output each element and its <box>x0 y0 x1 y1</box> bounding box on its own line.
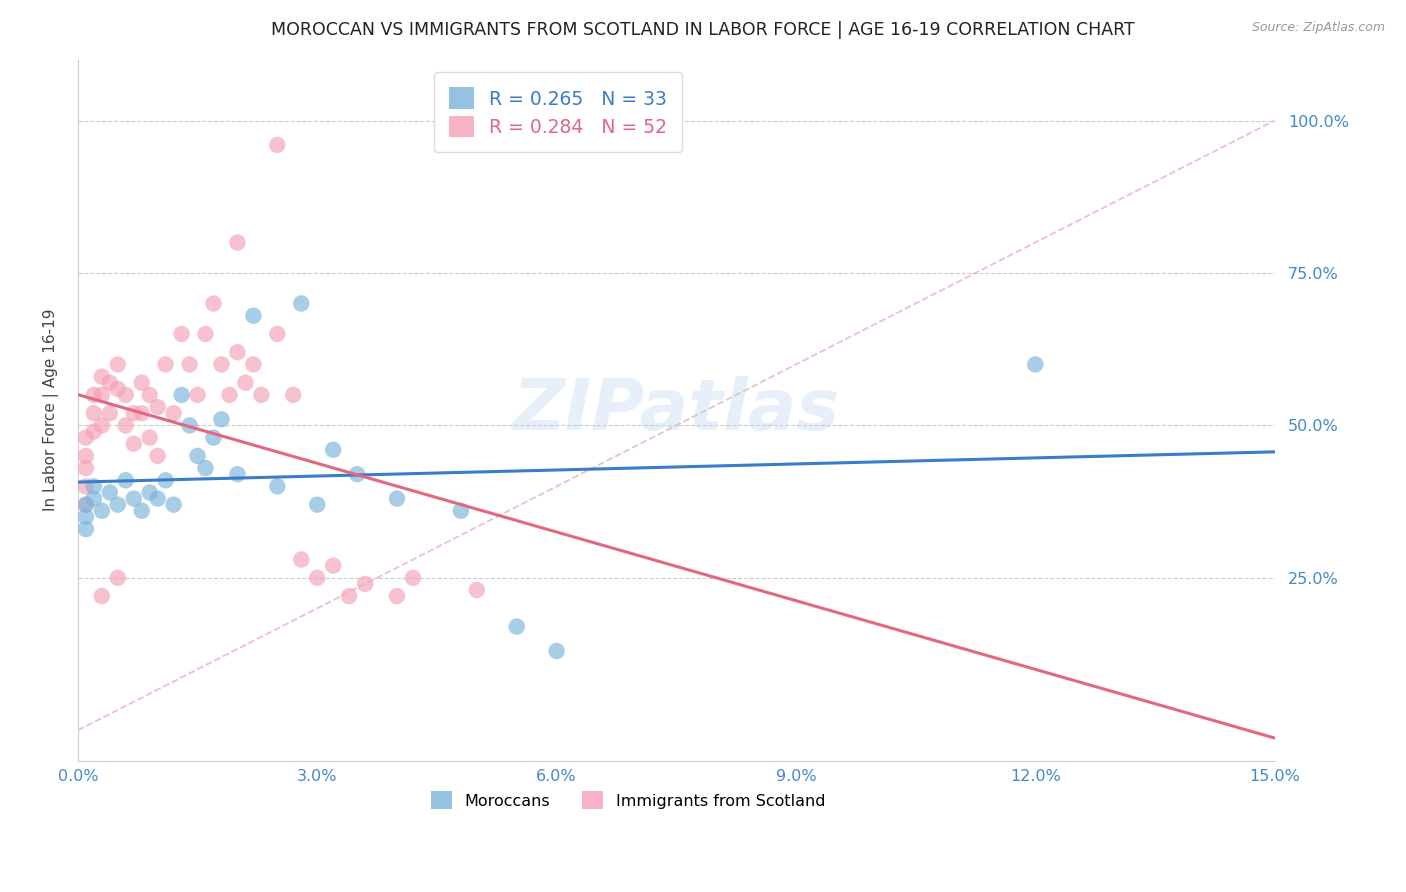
Text: Source: ZipAtlas.com: Source: ZipAtlas.com <box>1251 21 1385 34</box>
Point <box>235 376 257 390</box>
Point <box>194 326 217 341</box>
Point <box>107 498 129 512</box>
Point <box>83 491 105 506</box>
Point <box>122 406 145 420</box>
Point <box>385 491 408 506</box>
Point <box>155 358 177 372</box>
Point <box>162 498 184 512</box>
Point <box>242 358 264 372</box>
Point <box>179 358 201 372</box>
Point <box>402 571 425 585</box>
Point <box>307 571 329 585</box>
Point <box>226 467 249 482</box>
Point <box>75 509 97 524</box>
Point <box>146 449 169 463</box>
Point <box>83 479 105 493</box>
Point <box>546 644 568 658</box>
Point <box>465 582 488 597</box>
Point <box>170 326 193 341</box>
Point <box>505 619 527 633</box>
Legend: Moroccans, Immigrants from Scotland: Moroccans, Immigrants from Scotland <box>425 785 832 816</box>
Point <box>218 388 240 402</box>
Point <box>187 388 209 402</box>
Point <box>194 461 217 475</box>
Point <box>131 504 153 518</box>
Point <box>107 358 129 372</box>
Point <box>322 442 344 457</box>
Text: ZIPatlas: ZIPatlas <box>513 376 839 445</box>
Point <box>290 296 312 310</box>
Point <box>146 400 169 414</box>
Point <box>122 436 145 450</box>
Point <box>211 412 233 426</box>
Point <box>114 418 136 433</box>
Point <box>131 406 153 420</box>
Point <box>90 388 112 402</box>
Point <box>162 406 184 420</box>
Point <box>354 577 377 591</box>
Point <box>75 449 97 463</box>
Point <box>98 406 121 420</box>
Point <box>307 498 329 512</box>
Point <box>202 296 225 310</box>
Point <box>75 498 97 512</box>
Point <box>90 589 112 603</box>
Point <box>146 491 169 506</box>
Point <box>202 431 225 445</box>
Point <box>138 485 160 500</box>
Point <box>226 235 249 250</box>
Point <box>346 467 368 482</box>
Point <box>75 431 97 445</box>
Point <box>266 326 288 341</box>
Point <box>98 376 121 390</box>
Y-axis label: In Labor Force | Age 16-19: In Labor Force | Age 16-19 <box>44 309 59 511</box>
Point <box>170 388 193 402</box>
Point <box>155 473 177 487</box>
Point <box>90 418 112 433</box>
Point <box>179 418 201 433</box>
Point <box>226 345 249 359</box>
Point <box>250 388 273 402</box>
Point <box>385 589 408 603</box>
Point <box>138 431 160 445</box>
Point <box>187 449 209 463</box>
Point <box>83 425 105 439</box>
Point <box>266 138 288 153</box>
Point <box>211 358 233 372</box>
Text: MOROCCAN VS IMMIGRANTS FROM SCOTLAND IN LABOR FORCE | AGE 16-19 CORRELATION CHAR: MOROCCAN VS IMMIGRANTS FROM SCOTLAND IN … <box>271 21 1135 38</box>
Point <box>83 388 105 402</box>
Point <box>75 461 97 475</box>
Point <box>1024 358 1046 372</box>
Point <box>122 491 145 506</box>
Point <box>98 485 121 500</box>
Point <box>114 473 136 487</box>
Point <box>283 388 305 402</box>
Point <box>107 571 129 585</box>
Point <box>90 369 112 384</box>
Point <box>138 388 160 402</box>
Point <box>75 479 97 493</box>
Point <box>75 522 97 536</box>
Point <box>75 498 97 512</box>
Point <box>107 382 129 396</box>
Point <box>450 504 472 518</box>
Point <box>242 309 264 323</box>
Point <box>322 558 344 573</box>
Point <box>266 479 288 493</box>
Point <box>131 376 153 390</box>
Point <box>90 504 112 518</box>
Point <box>290 552 312 566</box>
Point <box>337 589 360 603</box>
Point <box>83 406 105 420</box>
Point <box>114 388 136 402</box>
